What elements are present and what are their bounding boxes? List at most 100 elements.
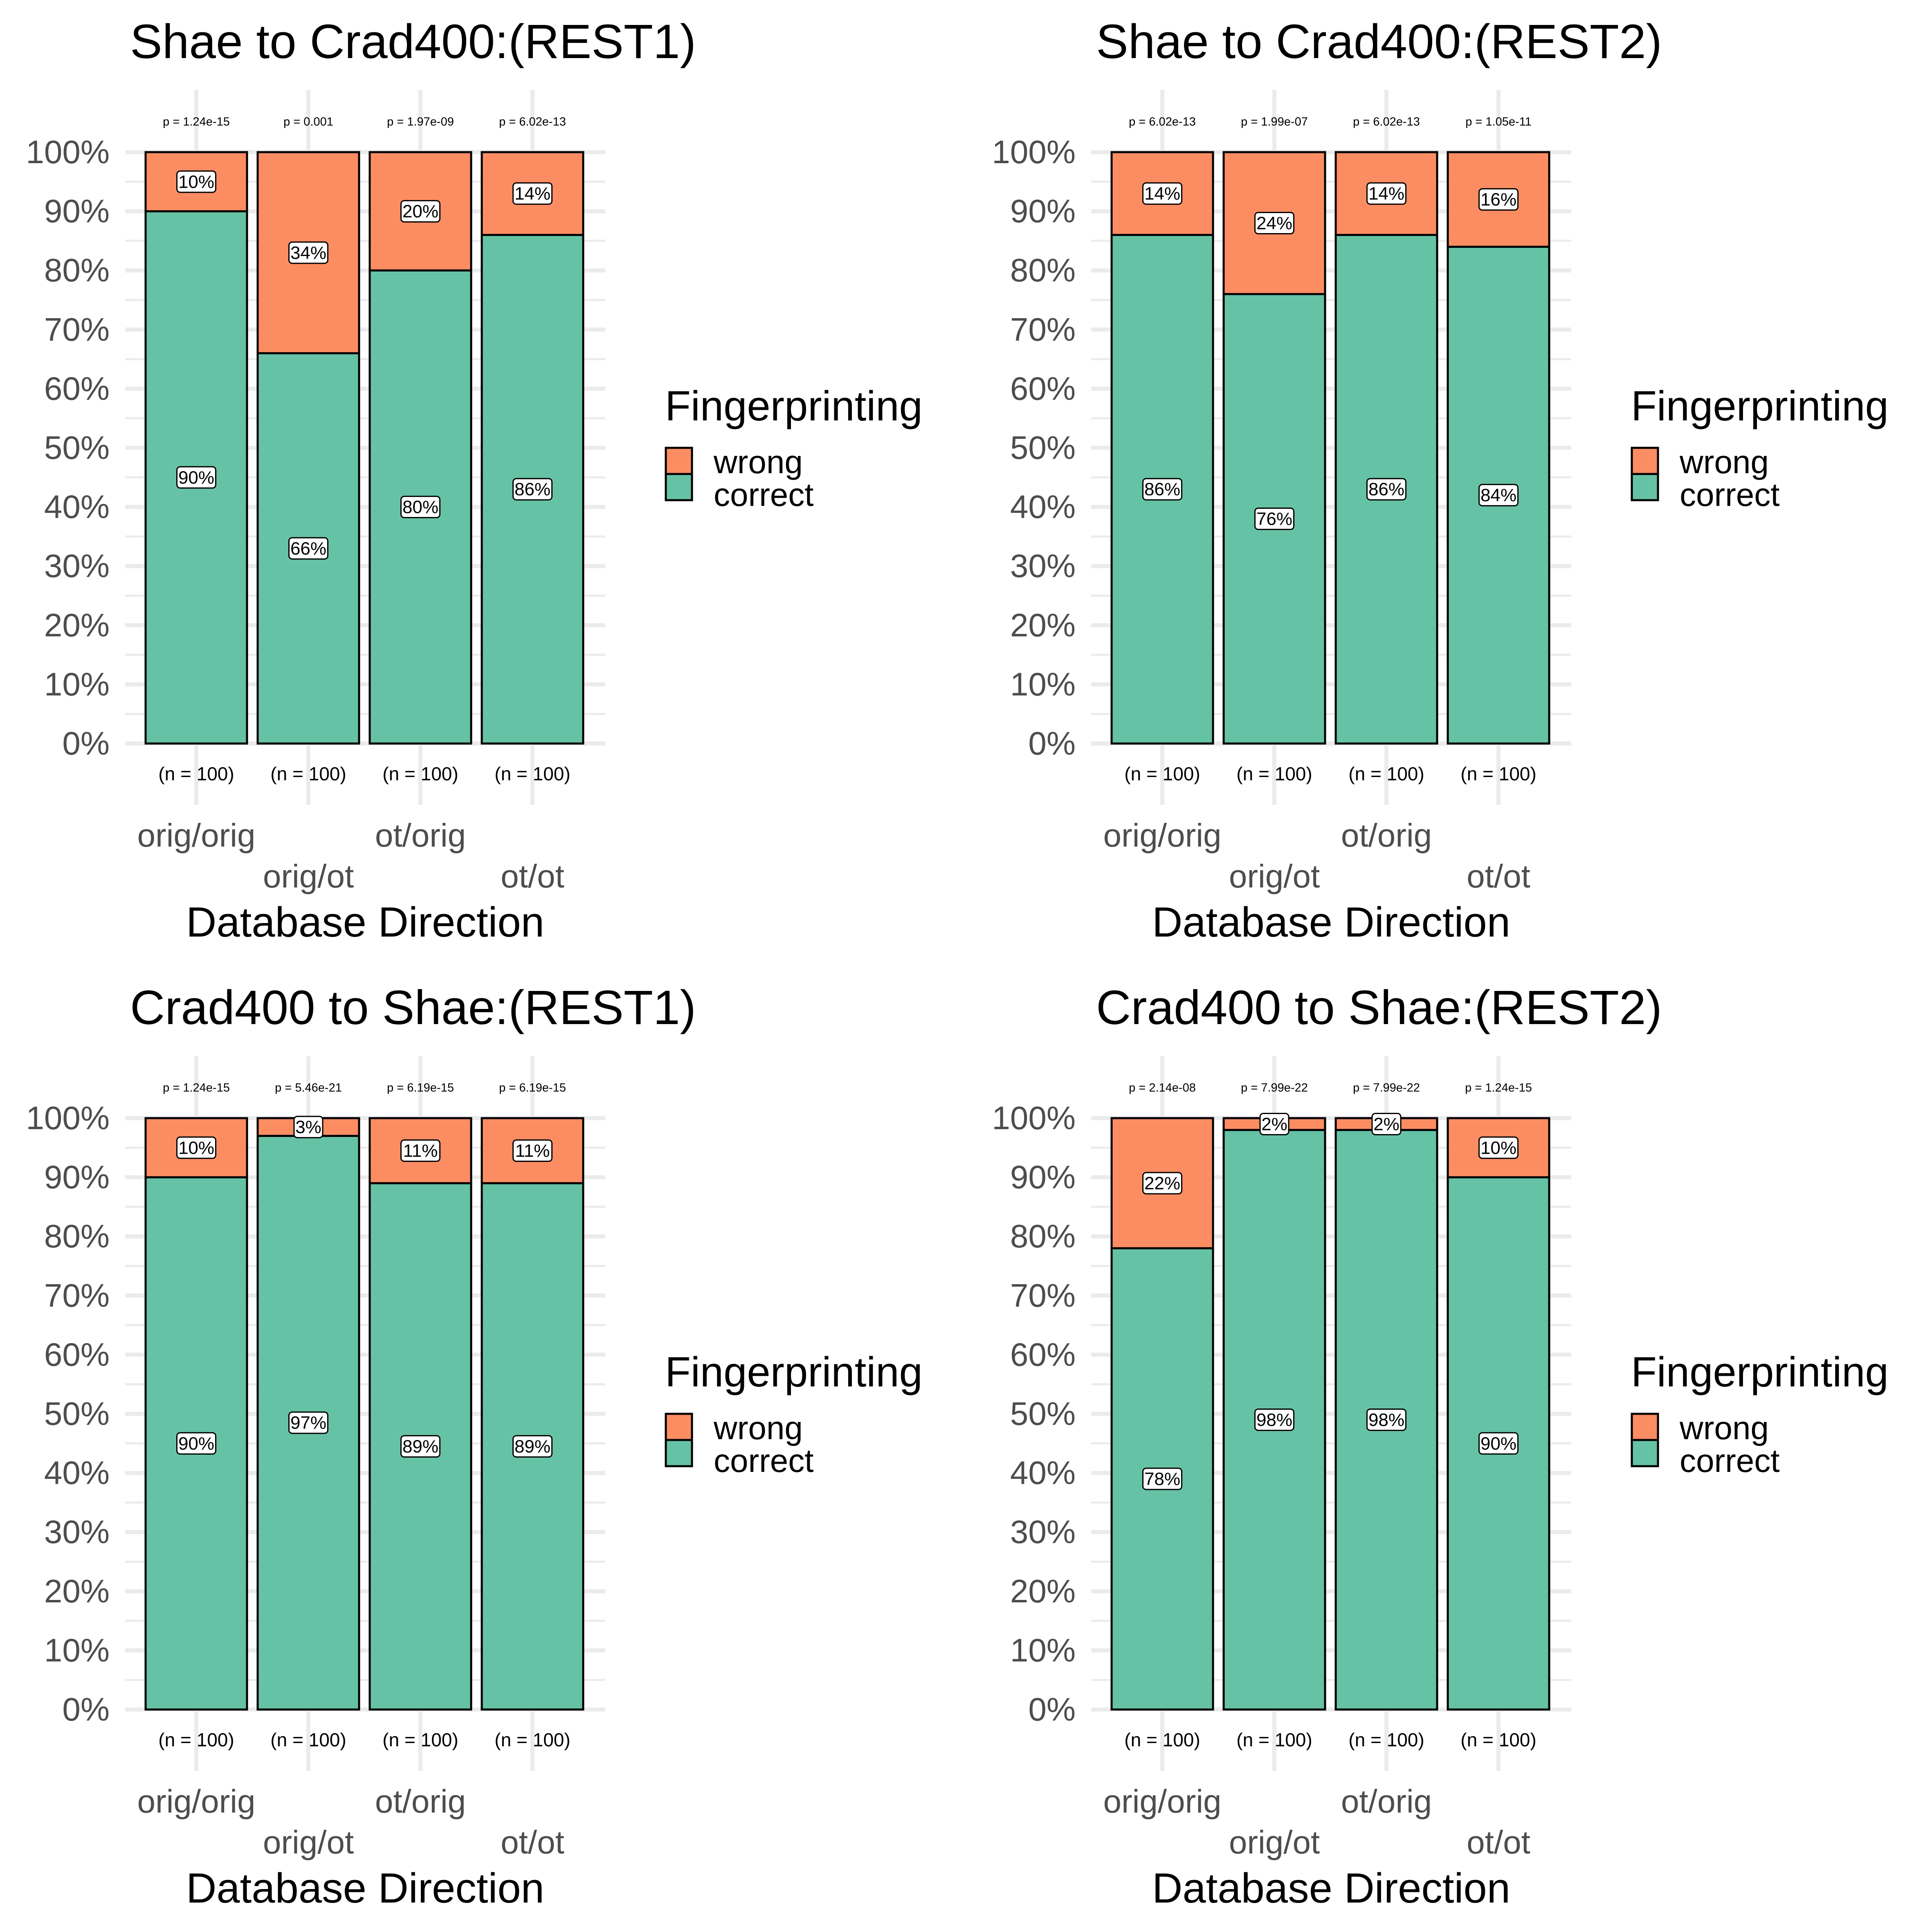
y-tick-label: 0% [1028, 1691, 1076, 1728]
data-label-wrong-4: 16% [1480, 190, 1516, 210]
data-label-correct-2-box [1254, 508, 1294, 530]
data-label-wrong-4-box [1478, 188, 1519, 211]
n-label-1: (n = 100) [1124, 763, 1200, 784]
chart-title: Shae to Crad400:(REST1) [130, 15, 696, 69]
data-label-wrong-2-box [1254, 212, 1294, 235]
data-label-wrong-1-box [176, 1136, 216, 1159]
x-tick-label-2: orig/ot [263, 858, 354, 894]
y-tick-label: 60% [1010, 370, 1076, 407]
data-label-correct-2: 97% [290, 1413, 326, 1433]
y-tick-label: 100% [26, 1100, 110, 1136]
y-tick-label: 40% [1010, 489, 1076, 525]
data-label-correct-1: 78% [1144, 1469, 1180, 1489]
x-tick-label-3: ot/orig [375, 1783, 466, 1820]
n-label-2: (n = 100) [270, 1729, 346, 1750]
data-label-correct-1: 90% [178, 467, 214, 487]
data-label-wrong-2: 24% [1256, 213, 1292, 234]
data-label-correct-4: 84% [1480, 485, 1516, 505]
x-tick-label-2: orig/ot [1229, 858, 1320, 894]
data-label-correct-4-box [1478, 1432, 1519, 1455]
n-label-1: (n = 100) [158, 1729, 234, 1750]
n-label-2: (n = 100) [270, 763, 346, 784]
y-tick-label: 0% [62, 725, 110, 762]
legend-label-wrong: wrong [713, 1410, 803, 1446]
x-tick-label-2: orig/ot [1229, 1824, 1320, 1860]
x-tick-label-3: ot/orig [1341, 817, 1432, 854]
legend-swatch-correct [1631, 473, 1659, 501]
legend-title: Fingerprinting [1631, 382, 1889, 429]
data-label-correct-1: 90% [178, 1433, 214, 1453]
data-label-wrong-1: 22% [1144, 1173, 1180, 1193]
legend-swatch-wrong [1631, 447, 1659, 475]
y-tick-label: 70% [1010, 311, 1076, 348]
y-tick-label: 70% [1010, 1277, 1076, 1314]
legend-label-correct: correct [714, 476, 814, 513]
p-value-label-4: p = 1.05e-11 [1465, 115, 1532, 128]
data-label-correct-1-box [176, 1432, 216, 1455]
data-label-correct-3: 89% [402, 1437, 438, 1457]
data-label-correct-2-box [1254, 1408, 1294, 1431]
legend-swatch-wrong [665, 447, 693, 475]
data-label-wrong-1: 14% [1144, 184, 1180, 204]
y-tick-label: 10% [44, 1632, 110, 1668]
data-label-correct-3: 98% [1368, 1410, 1404, 1430]
legend-swatch-correct [1631, 1439, 1659, 1467]
data-label-correct-1-box [176, 466, 216, 489]
data-label-correct-3-box [1366, 1408, 1406, 1431]
p-value-label-1: p = 1.24e-15 [163, 115, 230, 128]
data-label-correct-1-box [1142, 1467, 1182, 1490]
n-label-4: (n = 100) [1460, 1729, 1536, 1750]
y-tick-label: 20% [44, 1573, 110, 1609]
data-label-correct-2-box [288, 537, 328, 560]
n-label-3: (n = 100) [382, 763, 458, 784]
y-tick-label: 90% [1010, 193, 1076, 229]
y-tick-label: 50% [44, 1395, 110, 1432]
y-tick-label: 40% [1010, 1455, 1076, 1491]
chart-panel-2: Shae to Crad400:(REST2) 0% 10% 20% 30% 40% 50%… [992, 15, 1888, 946]
data-label-wrong-2: 2% [1261, 1114, 1287, 1134]
p-value-label-3: p = 6.02e-13 [1353, 115, 1420, 128]
data-label-correct-3-box [400, 496, 440, 519]
y-tick-label: 40% [44, 489, 110, 525]
y-tick-label: 0% [1028, 725, 1076, 762]
y-tick-label: 90% [1010, 1159, 1076, 1195]
p-value-label-2: p = 0.001 [283, 115, 333, 128]
n-label-3: (n = 100) [1348, 763, 1424, 784]
p-value-label-2: p = 5.46e-21 [275, 1081, 342, 1094]
legend-swatch-correct [665, 1439, 693, 1467]
y-tick-label: 100% [992, 1100, 1076, 1136]
data-label-wrong-2: 3% [295, 1117, 321, 1137]
legend-label-wrong: wrong [1679, 1410, 1769, 1446]
p-value-label-4: p = 1.24e-15 [1465, 1081, 1532, 1094]
legend-label-correct: correct [714, 1442, 814, 1479]
data-label-correct-3-box [1366, 478, 1406, 501]
data-label-wrong-3: 11% [403, 1141, 438, 1161]
legend-title: Fingerprinting [665, 1348, 923, 1395]
data-label-wrong-2-box [293, 1116, 323, 1139]
data-label-wrong-3: 14% [1368, 184, 1404, 204]
chart-panel-3: Crad400 to Shae:(REST1) 0% 10% 20% 30% 40% 50%… [26, 981, 922, 1912]
y-tick-label: 30% [44, 1514, 110, 1550]
x-axis-title: Database Direction [186, 1865, 544, 1912]
y-tick-label: 80% [1010, 1218, 1076, 1254]
data-label-correct-4-box [512, 478, 553, 501]
y-tick-label: 20% [44, 607, 110, 643]
x-axis-title: Database Direction [1152, 899, 1510, 946]
data-label-correct-3: 86% [1368, 479, 1404, 499]
legend-swatch-wrong [665, 1413, 693, 1441]
y-tick-label: 0% [62, 1691, 110, 1728]
data-label-wrong-1: 10% [178, 172, 214, 192]
data-label-wrong-1-box [1142, 182, 1182, 205]
y-tick-label: 30% [44, 548, 110, 584]
p-value-label-3: p = 6.19e-15 [387, 1081, 454, 1094]
x-tick-label-3: ot/orig [375, 817, 466, 854]
n-label-1: (n = 100) [1124, 1729, 1200, 1750]
data-label-correct-3-box [400, 1435, 440, 1458]
y-tick-label: 90% [44, 1159, 110, 1195]
y-tick-label: 100% [992, 134, 1076, 170]
x-tick-label-3: ot/orig [1341, 1783, 1432, 1820]
y-tick-label: 60% [1010, 1336, 1076, 1373]
y-tick-label: 90% [44, 193, 110, 229]
y-tick-label: 70% [44, 1277, 110, 1314]
y-tick-label: 70% [44, 311, 110, 348]
